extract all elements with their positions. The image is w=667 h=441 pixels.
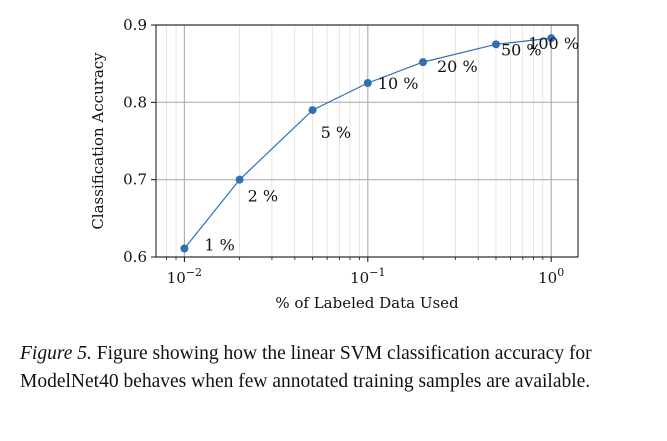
- x-tick-label-exponent: 0: [557, 266, 564, 279]
- point-label: 100 %: [528, 34, 579, 53]
- point-label: 10 %: [378, 74, 419, 93]
- data-point: [491, 40, 500, 49]
- x-tick-label: 100: [538, 266, 564, 287]
- point-label: 5 %: [321, 123, 351, 142]
- caption-label: Figure 5.: [20, 343, 92, 364]
- x-tick-label-base: 10: [538, 269, 557, 287]
- data-point: [547, 34, 556, 43]
- y-axis-title: Classification Accuracy: [89, 52, 107, 230]
- point-label: 50 %: [501, 40, 542, 59]
- y-tick-label: 0.6: [123, 248, 147, 266]
- y-tick-label: 0.8: [123, 93, 147, 111]
- x-axis-title: % of Labeled Data Used: [275, 294, 459, 312]
- data-point: [308, 106, 317, 115]
- x-tick-label-exponent: −2: [186, 266, 202, 279]
- minor-grid: [166, 25, 544, 257]
- point-label: 1 %: [204, 235, 234, 254]
- x-tick-label: 10−1: [350, 266, 385, 287]
- point-label: 20 %: [437, 57, 478, 76]
- y-tick-label: 0.9: [123, 16, 147, 34]
- data-point: [235, 175, 244, 184]
- point-labels: 1 % 2 % 5 % 10 % 20 % 50 %100 %: [204, 34, 579, 254]
- plot-frame: [155, 24, 579, 258]
- major-grid: [156, 24, 578, 258]
- caption-text: Figure showing how the linear SVM classi…: [20, 343, 592, 392]
- x-tick-label-base: 10: [350, 269, 369, 287]
- point-label: 2 %: [248, 187, 278, 206]
- x-tick-label-base: 10: [167, 269, 186, 287]
- figure-caption: Figure 5. Figure showing how the linear …: [20, 340, 652, 396]
- x-tick-label-exponent: −1: [369, 266, 385, 279]
- series: [180, 34, 556, 253]
- data-point: [363, 79, 372, 87]
- y-tick-label: 0.7: [123, 171, 147, 189]
- x-tick-label: 10−2: [167, 266, 202, 287]
- data-point: [419, 58, 428, 67]
- data-point: [180, 244, 189, 253]
